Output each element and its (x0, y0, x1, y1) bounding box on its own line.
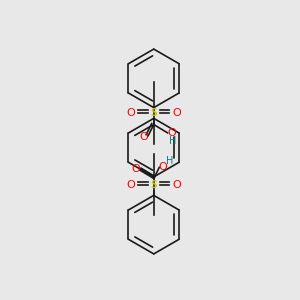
Text: S: S (150, 180, 157, 190)
Text: H: H (167, 156, 174, 166)
Text: O: O (126, 108, 135, 118)
Text: O: O (172, 180, 181, 190)
Text: H: H (169, 136, 176, 146)
Text: O: O (172, 108, 181, 118)
Text: O: O (159, 162, 167, 172)
Text: O: O (139, 132, 148, 142)
Text: O: O (168, 128, 177, 138)
Text: S: S (150, 108, 157, 118)
Text: O: O (126, 180, 135, 190)
Text: O: O (131, 164, 140, 174)
